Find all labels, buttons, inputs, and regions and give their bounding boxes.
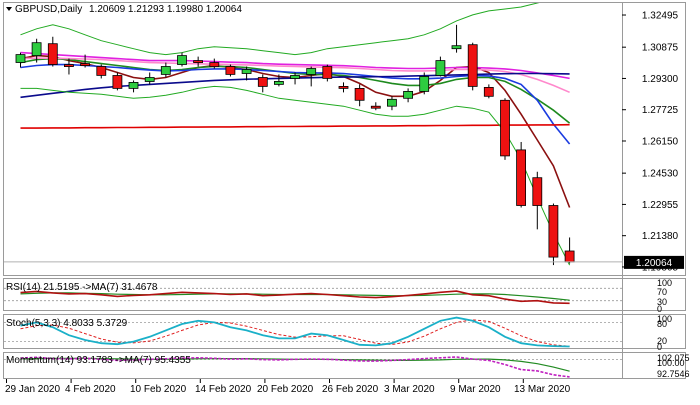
bearish-candle	[257, 77, 268, 87]
bearish-candle	[483, 87, 494, 97]
bearish-candle	[467, 44, 478, 87]
price-tick-label: 1.21380	[642, 231, 679, 242]
bullish-candle	[435, 60, 446, 76]
date-label-8: 13 Mar 2020	[514, 384, 571, 395]
bullish-candle	[177, 55, 187, 65]
price-tick-label: 1.26150	[642, 136, 679, 147]
bullish-candle	[160, 66, 171, 75]
momentum-tick-92: 92.7546	[657, 369, 690, 379]
bullish-candle	[273, 81, 284, 85]
momentum-label: Momentum(14) 93.1783 ->MA(7) 95.4355	[6, 355, 191, 366]
date-label-3: 14 Feb 2020	[195, 384, 252, 395]
stoch-tick-100: 100	[657, 314, 672, 324]
bearish-candle	[564, 250, 575, 263]
bearish-candle	[370, 105, 381, 109]
bullish-candle	[306, 68, 317, 75]
ohlc-values: 1.20609 1.21293 1.19980 1.20064	[89, 4, 242, 15]
stoch-main-line	[20, 316, 570, 348]
bullish-candle	[31, 42, 42, 57]
bullish-candle	[241, 69, 252, 74]
rsi-tick-30: 30	[657, 297, 667, 307]
momentum-line	[20, 356, 570, 378]
rsi-label: RSI(14) 21.5195 ->MA(7) 31.4678	[6, 282, 158, 293]
stoch-tick-80: 80	[657, 319, 667, 329]
bullish-candle	[128, 82, 139, 89]
current-price-box	[624, 255, 684, 269]
bearish-candle	[338, 86, 349, 89]
rsi-tick-70: 70	[657, 287, 667, 297]
bullish-candle	[290, 75, 300, 79]
rsi-panel-frame	[3, 278, 686, 311]
bullish-candle	[144, 77, 155, 82]
date-label-2: 10 Feb 2020	[130, 384, 187, 395]
main-panel-frame	[3, 2, 686, 276]
bearish-candle	[193, 60, 204, 63]
moving-average-line-4	[20, 57, 570, 94]
bearish-candle	[209, 62, 220, 67]
rsi-line	[20, 290, 570, 305]
date-label-4: 20 Feb 2020	[257, 384, 314, 395]
price-tick-label: 1.24530	[642, 169, 679, 180]
bullish-candle	[403, 91, 414, 99]
bearish-candle	[354, 88, 365, 101]
stoch-tick-20: 20	[657, 336, 667, 346]
rsi-tick-100: 100	[657, 278, 672, 288]
rsi-tick-0: 0	[657, 304, 662, 314]
bearish-candle	[500, 99, 510, 157]
price-tick-label: 1.27725	[642, 105, 679, 116]
bullish-candle	[451, 45, 462, 50]
bearish-candle	[516, 149, 526, 206]
date-label-6: 3 Mar 2020	[384, 384, 435, 395]
moving-average-line-6	[20, 123, 570, 129]
momentum-tick-102: 102.075	[657, 353, 690, 363]
date-label-5: 26 Feb 2020	[322, 384, 379, 395]
price-tick-label: 1.22955	[642, 200, 679, 211]
bearish-candle	[112, 75, 123, 89]
bullish-candle	[15, 54, 26, 63]
bullish-candle	[386, 98, 397, 107]
date-label-1: 4 Feb 2020	[65, 384, 116, 395]
current-price-label: 1.20064	[636, 258, 673, 269]
bearish-candle	[532, 177, 543, 206]
bearish-candle	[548, 205, 559, 258]
bullish-candle	[419, 76, 430, 92]
date-label-7: 9 Mar 2020	[450, 384, 501, 395]
stoch-tick-0: 0	[657, 342, 662, 352]
date-label-0: 29 Jan 2020	[5, 384, 60, 395]
stoch-label: Stoch(5,3,3) 4.8033 5.3729	[6, 318, 128, 329]
moving-average-line-3	[20, 51, 570, 80]
price-tick-label: 1.30875	[642, 43, 679, 54]
bearish-candle	[96, 66, 107, 76]
bearish-candle	[322, 66, 333, 79]
momentum-panel-frame	[3, 352, 686, 379]
price-tick-label: 1.32495	[642, 11, 679, 22]
bearish-candle	[64, 64, 74, 67]
price-tick-label: 1.29300	[642, 74, 679, 85]
bearish-candle	[80, 63, 90, 66]
stoch-panel-frame	[3, 314, 686, 349]
moving-average-line-7	[20, 3, 540, 56]
bearish-candle	[225, 66, 236, 75]
dropdown-triangle-icon[interactable]	[6, 7, 12, 11]
momentum-tick-100: 100.00	[657, 358, 685, 368]
moving-average-line-8	[20, 85, 571, 266]
symbol-label: GBPUSD,Daily	[15, 4, 82, 15]
bearish-candle	[47, 43, 58, 65]
stoch-signal-line	[20, 319, 570, 347]
